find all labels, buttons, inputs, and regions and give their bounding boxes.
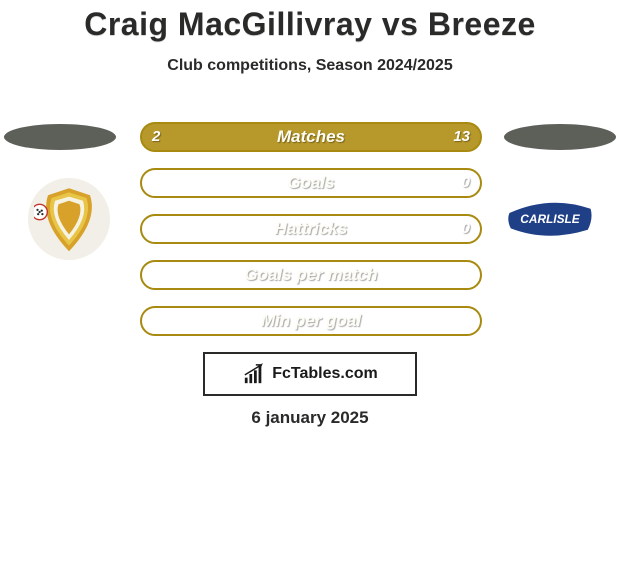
player-right-marker [504,124,616,150]
team-logo-right: CARLISLE [506,176,594,264]
stat-value-right: 0 [462,170,470,196]
page-title: Craig MacGillivray vs Breeze [0,0,620,43]
stat-bar: Goals per match [140,260,482,290]
bars-rising-icon [242,363,266,385]
page-subtitle: Club competitions, Season 2024/2025 [0,57,620,75]
mk-dons-crest-icon [34,184,104,254]
player-left-marker [4,124,116,150]
stat-value-right: 0 [462,216,470,242]
stat-label: Hattricks [142,216,480,242]
carlisle-badge-icon: CARLISLE [508,195,592,245]
brand-box: FcTables.com [203,352,417,396]
stat-label: Min per goal [142,308,480,334]
stat-bars: Matches213Goals0Hattricks0Goals per matc… [140,122,482,352]
stat-bar: Goals0 [140,168,482,198]
svg-text:CARLISLE: CARLISLE [520,212,581,226]
stat-bar: Matches2 13 [140,122,482,152]
team-logo-left [28,178,110,260]
stat-bar: Hattricks0 [140,214,482,244]
stat-value-right: 13 [453,124,470,150]
stat-bar: Min per goal [140,306,482,336]
stat-label: Matches [142,124,480,150]
stat-value-left: 2 [152,124,160,150]
brand-text: FcTables.com [272,365,378,383]
comparison-infographic: Craig MacGillivray vs Breeze Club compet… [0,0,620,580]
infographic-date: 6 january 2025 [0,408,620,428]
stat-label: Goals per match [142,262,480,288]
stat-label: Goals [142,170,480,196]
